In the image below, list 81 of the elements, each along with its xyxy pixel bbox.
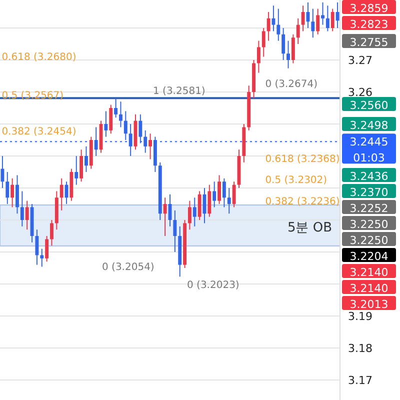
candlestick [282, 28, 286, 60]
candlestick [336, 2, 340, 28]
candlestick [232, 181, 236, 208]
candlestick [222, 178, 226, 208]
band-label: 5분 OB [287, 220, 332, 236]
candlestick [163, 197, 167, 236]
text: 3.2140 [350, 266, 388, 279]
candlestick [173, 210, 177, 252]
text: 3.2823 [350, 18, 388, 31]
candlestick [109, 104, 113, 134]
candlestick [40, 248, 44, 268]
annotation: 0 (3.2054) [102, 262, 154, 273]
candlestick [276, 8, 280, 42]
candlestick [188, 200, 192, 230]
y-tick-label: 3.27 [348, 54, 372, 67]
text: 3.2252 [350, 202, 388, 215]
candlestick [114, 98, 118, 118]
text: 3.2250 [350, 234, 388, 247]
candlestick [316, 8, 320, 35]
candlestick [198, 190, 202, 220]
y-tick-label: 3.26 [348, 86, 372, 99]
text: 3.2140 [350, 282, 388, 295]
candlestick [227, 188, 231, 214]
annotation: 1 (3.2581) [153, 86, 206, 98]
candlestick [35, 229, 39, 266]
candlestick [16, 174, 19, 214]
y-tick-label: 3.18 [348, 342, 372, 355]
candlestick [50, 220, 54, 246]
candlestick [296, 18, 300, 44]
candlestick [84, 146, 88, 172]
candlestick [262, 28, 266, 58]
y-tick-label: 3.19 [348, 310, 372, 323]
annotation: 0.382 (3.2454) [2, 126, 76, 138]
candlestick [192, 197, 196, 227]
text: 3.2755 [350, 36, 388, 49]
candlestick [74, 156, 78, 186]
candlestick [10, 178, 14, 208]
candlestick [20, 190, 24, 227]
candlestick [138, 114, 142, 144]
candlestick [301, 5, 305, 32]
candlestick [326, 5, 330, 32]
candlestick [80, 149, 84, 182]
text: 3.2250 [350, 218, 388, 231]
candlestick [25, 200, 29, 230]
candlestick [311, 8, 315, 38]
candlestick [144, 130, 148, 154]
text: 3.2204 [350, 250, 388, 263]
text: 3.2498 [350, 119, 388, 132]
candlestick [128, 124, 132, 156]
y-tick-label: 3.17 [348, 374, 372, 387]
annotation: 0 (3.2023) [187, 280, 240, 291]
text: 3.2013 [350, 298, 388, 311]
annotation: 0 (3.2674) [265, 79, 318, 90]
candlestick [94, 126, 98, 156]
text: 3.2436 [350, 170, 388, 183]
annotation: 0.5 (3.2302) [265, 175, 328, 186]
candlestick [306, 2, 310, 28]
candlestick [266, 12, 270, 42]
candlestick [0, 156, 4, 188]
candlestick [321, 2, 324, 26]
candlestick [291, 34, 295, 64]
candlestick [60, 178, 64, 211]
candlestick [208, 184, 212, 218]
annotation: 0.618 (3.2680) [2, 52, 76, 63]
candlestick [286, 40, 290, 69]
ref-line-label: 3.2445 01:03 [350, 136, 388, 165]
candlestick [104, 110, 108, 138]
candlestick [148, 133, 152, 160]
candlestick [212, 181, 216, 208]
annotation: 0.382 (3.2236) [265, 196, 340, 208]
candlestick [330, 8, 334, 32]
candlestick [6, 172, 10, 204]
candlestick [45, 236, 49, 262]
text: 3.2370 [350, 186, 388, 199]
candlestick [218, 174, 221, 204]
candlestick [124, 110, 128, 140]
annotation: 0.618 (3.2368) [265, 154, 340, 165]
candlestick [119, 101, 122, 128]
text: 3.2859 [350, 2, 388, 15]
text: 3.2560 [350, 99, 388, 112]
candlestick [256, 40, 260, 74]
